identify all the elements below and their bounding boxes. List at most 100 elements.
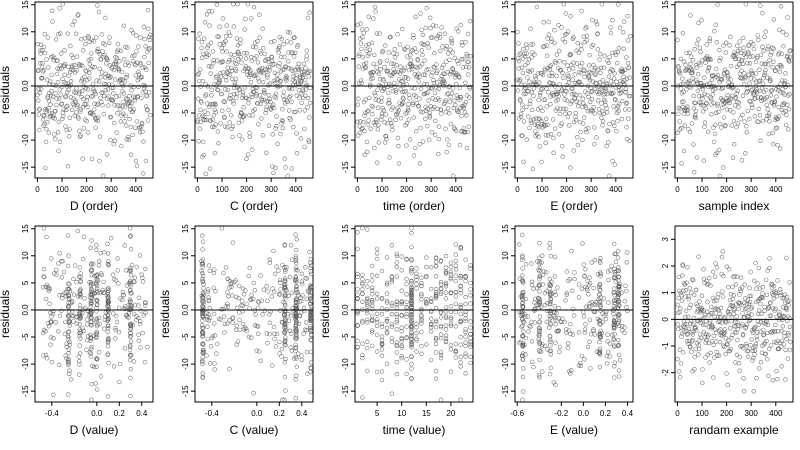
data-point [384,282,390,287]
data-point [234,95,239,100]
data-point [231,24,237,29]
data-point [370,278,375,283]
data-point [689,121,695,126]
data-point [84,69,89,74]
data-point [200,271,205,276]
y-tick-label: -10 [21,134,30,146]
data-point [374,311,380,316]
data-point [118,119,124,124]
data-point [240,286,246,291]
data-point [746,311,751,316]
data-point [542,97,548,102]
data-point [424,302,429,307]
data-point [255,101,260,106]
data-point [755,281,760,286]
data-point [92,65,97,70]
data-point [208,102,213,107]
data-point [443,284,449,289]
data-point [124,314,130,319]
data-point [419,48,425,53]
data-point [543,116,549,122]
data-point [597,348,603,354]
data-point [729,123,734,128]
y-tick-label: -10 [341,134,350,146]
data-point [433,335,439,341]
plot-frame [354,1,474,179]
points [675,249,793,394]
data-point [239,298,245,304]
data-point [530,166,536,172]
data-point [548,63,554,68]
data-point [448,269,454,275]
data-point [468,342,473,347]
data-point [282,301,287,306]
data-point [724,107,730,112]
data-point [273,165,278,171]
data-point [305,15,310,21]
data-point [537,299,542,304]
plot-frame [34,1,154,179]
data-point [129,262,135,268]
data-point [267,257,272,262]
data-point [123,123,129,128]
data-point [49,319,54,324]
data-point [756,322,761,327]
data-point [385,68,391,74]
data-point [270,363,275,368]
data-point [197,31,202,36]
data-point [619,116,625,122]
data-point [624,260,629,265]
data-point [466,124,471,129]
data-point [222,330,227,335]
data-point [116,93,122,99]
data-point [763,277,769,283]
data-point [448,277,454,282]
data-point [199,45,204,51]
data-point [280,262,285,268]
data-point [254,91,259,97]
data-point [386,90,391,96]
data-point [294,290,299,295]
data-point [597,260,603,265]
data-point [56,261,61,266]
data-point [765,75,770,80]
data-point [276,45,282,51]
x-tick-label: 0.0 [251,409,263,418]
data-point [568,331,573,337]
data-point [458,319,463,324]
data-point [448,315,454,320]
data-point [539,159,544,165]
data-point [763,351,768,356]
data-point [410,47,415,53]
data-point [308,293,313,298]
data-point [580,137,585,143]
data-point [581,101,586,106]
data-point [606,277,611,283]
data-point [75,13,81,18]
data-point [271,105,276,111]
data-point [753,59,759,64]
data-point [370,263,375,269]
data-point [771,59,776,64]
data-point [253,45,259,50]
data-point [419,329,424,335]
data-point [143,89,148,94]
data-point [113,313,119,319]
data-point [296,321,302,326]
data-point [765,62,771,67]
data-point [752,352,757,357]
data-point [734,124,739,130]
data-point [128,393,133,399]
data-point [787,324,792,329]
data-point [43,139,49,145]
data-point [268,64,273,70]
data-point [517,77,523,82]
data-point [399,68,404,74]
data-point [199,100,204,105]
data-point [256,122,261,127]
data-point [766,305,772,310]
data-point [749,88,754,93]
data-point [586,73,591,79]
data-point [282,242,287,247]
data-point [237,317,242,323]
